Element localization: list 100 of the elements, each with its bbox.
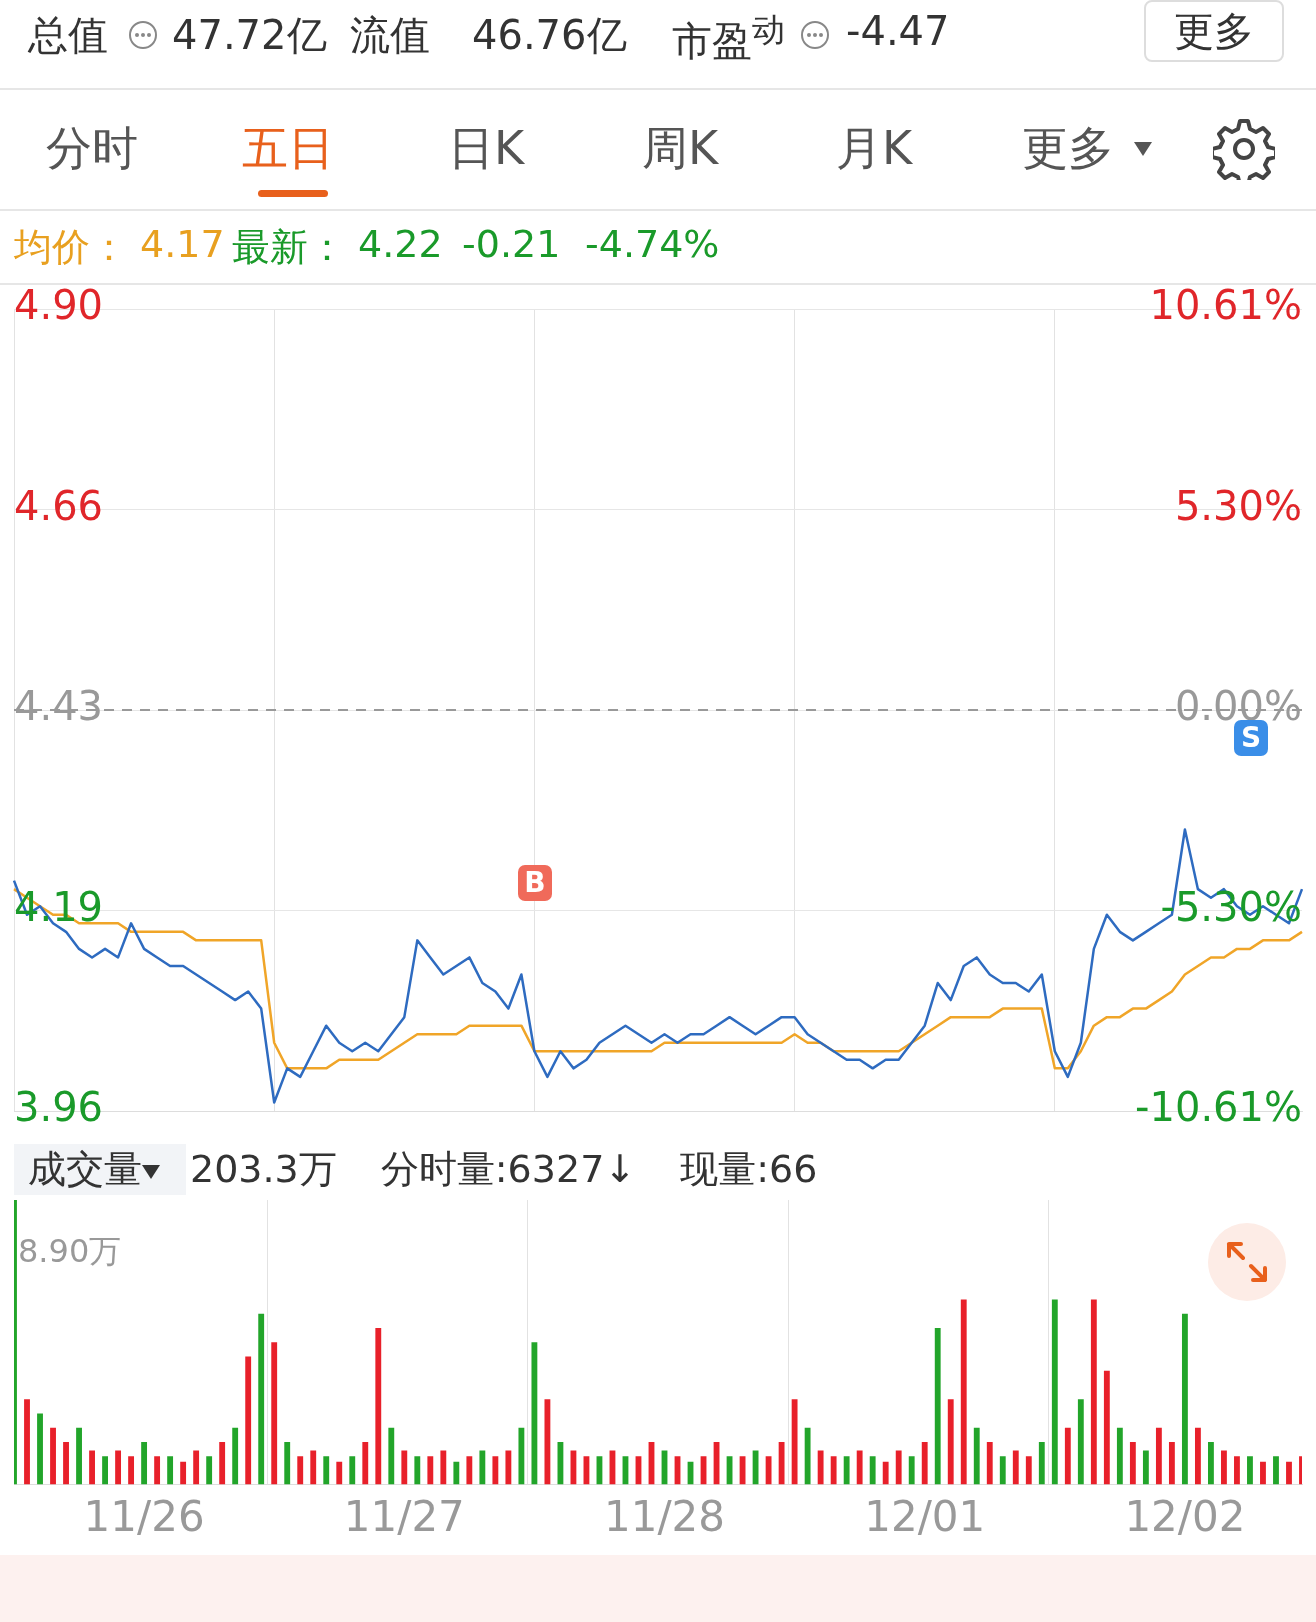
text: 更多 (1022, 120, 1114, 177)
bar (193, 1450, 200, 1485)
text: 46.76亿 (472, 11, 627, 60)
text: 分时量:6327↓ (380, 1147, 637, 1191)
bar (1273, 1456, 1279, 1485)
bar (1077, 1399, 1084, 1485)
bar (492, 1456, 499, 1485)
annotation: 8.90万 (18, 1231, 122, 1272)
bar (128, 1456, 135, 1485)
bar (102, 1456, 108, 1485)
text: 均价： (14, 224, 128, 271)
text: 更多 (1144, 0, 1284, 62)
bar (1103, 1370, 1110, 1485)
bar (453, 1461, 460, 1485)
text: 五日 (242, 120, 334, 177)
bar (1116, 1427, 1123, 1485)
bar (882, 1461, 889, 1485)
bar (427, 1456, 434, 1485)
bar (323, 1456, 330, 1485)
bar (1168, 1441, 1175, 1485)
text: 203.3万 (190, 1147, 337, 1191)
bar (167, 1456, 174, 1485)
bar (1142, 1450, 1149, 1485)
bar (89, 1450, 95, 1485)
bar (856, 1450, 863, 1485)
bar (245, 1356, 252, 1485)
bar (479, 1450, 486, 1485)
text: 总值 (28, 11, 108, 60)
bar (1247, 1456, 1253, 1485)
text: -4.47 (846, 8, 950, 54)
bar (908, 1456, 915, 1485)
bar (999, 1456, 1006, 1485)
bar (466, 1456, 473, 1485)
bar (206, 1456, 213, 1485)
x-tick-label: 11/27 (343, 1491, 465, 1541)
y-tick-label: 3.96 (14, 1084, 104, 1131)
text: 现量:66 (680, 1147, 818, 1191)
text: 流值 (350, 11, 430, 60)
x-tick-label: 12/01 (864, 1491, 986, 1541)
y2-tick-label: -10.61% (1135, 1084, 1302, 1131)
bar (349, 1456, 356, 1485)
bar (115, 1450, 122, 1485)
bar (310, 1450, 317, 1485)
text: 最新： (232, 224, 346, 271)
text: 4.17 (140, 222, 225, 266)
bar (960, 1299, 967, 1485)
x-tick-label: 11/28 (603, 1491, 726, 1541)
bar (869, 1456, 876, 1485)
bar (895, 1450, 902, 1485)
text: 分时 (46, 120, 138, 177)
bar (76, 1427, 82, 1485)
bar (232, 1427, 239, 1485)
bar (1181, 1313, 1188, 1485)
bar (297, 1456, 304, 1485)
bar (388, 1427, 395, 1485)
bar (765, 1456, 772, 1485)
bar (531, 1342, 538, 1485)
bar (518, 1427, 525, 1485)
bar (921, 1441, 928, 1485)
bar (154, 1456, 161, 1485)
bar (141, 1441, 148, 1485)
bar (973, 1427, 980, 1485)
bar (1208, 1441, 1214, 1485)
bar (336, 1461, 343, 1485)
y2-tick-label: 10.61% (1149, 282, 1302, 329)
bar (817, 1450, 824, 1485)
text: 市盈$^{动}$ (672, 9, 785, 67)
bar (986, 1441, 993, 1485)
bar (1064, 1427, 1071, 1485)
bar (804, 1427, 811, 1485)
y2-tick-label: 5.30% (1174, 482, 1302, 529)
bar (1129, 1441, 1136, 1485)
bar (37, 1413, 43, 1485)
bar (284, 1441, 291, 1485)
bar (1038, 1441, 1045, 1485)
text: 日K (448, 120, 525, 177)
bar (1221, 1450, 1227, 1485)
bar (557, 1441, 564, 1485)
bar (375, 1328, 382, 1485)
text: -4.74% (585, 222, 720, 266)
bar (505, 1450, 512, 1485)
text: 成交量 (14, 1144, 186, 1195)
bar (401, 1450, 408, 1485)
bar (934, 1328, 941, 1485)
bar (414, 1456, 421, 1485)
text: 4.22 (358, 222, 443, 266)
text: -0.21 (462, 222, 561, 266)
bar (440, 1450, 447, 1485)
bar (1155, 1427, 1162, 1485)
bar (947, 1399, 954, 1485)
y-tick-label: 4.90 (14, 282, 104, 329)
bar (1051, 1299, 1058, 1485)
bar (1260, 1461, 1266, 1485)
bar (778, 1441, 785, 1485)
bar (1090, 1299, 1097, 1485)
bar (180, 1461, 187, 1485)
bar (50, 1427, 56, 1485)
annotation: B (518, 865, 552, 901)
bar (63, 1441, 69, 1485)
bar (1194, 1427, 1201, 1485)
